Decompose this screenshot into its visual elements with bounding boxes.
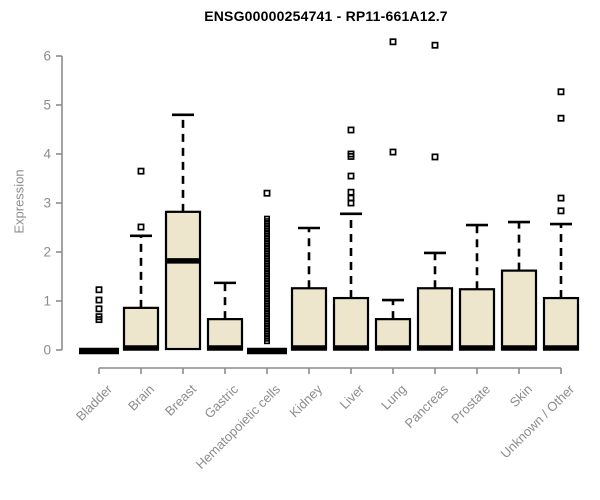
outlier-point [95,305,103,313]
x-tick-label: Skin [507,382,535,410]
outlier-point [431,153,439,161]
outlier-stack-point [263,215,270,222]
outlier-point [347,188,355,196]
box [164,210,202,351]
y-tick-label: 4 [43,147,51,162]
box [500,269,538,351]
outlier-point [431,41,439,49]
box [290,287,328,351]
x-tick-label: Unknown / Other [498,381,578,461]
outlier-point [347,172,355,180]
outlier-point [557,207,565,215]
outlier-point [347,150,355,158]
outlier-point [389,148,397,156]
x-tick-label: Liver [337,381,368,412]
x-tick-label: Lung [378,382,409,413]
outlier-point [95,313,103,321]
box [458,288,496,351]
outlier-point [137,223,145,231]
outlier-point [263,189,271,197]
outlier-point [137,167,145,175]
box [332,296,370,351]
outlier-point [347,194,355,202]
chart-title: ENSG00000254741 - RP11-661A12.7 [204,8,448,24]
x-tick-label: Kidney [286,381,325,420]
x-tick-label: Gastric [201,381,241,421]
outlier-point [95,296,103,304]
outlier-point [557,194,565,202]
box [374,318,412,351]
y-tick-label: 1 [43,294,51,309]
x-tick-label: Bladder [73,381,116,424]
y-tick-label: 2 [43,245,51,260]
outlier-point [347,126,355,134]
y-tick-label: 6 [43,49,51,64]
x-tick-label: Brain [125,382,157,414]
box [122,306,160,351]
box [542,296,580,351]
box [416,287,454,351]
outlier-point [389,38,397,46]
y-tick-label: 5 [43,98,51,113]
outlier-point [557,88,565,96]
y-tick-label: 0 [43,343,51,358]
outlier-point [557,114,565,122]
outlier-point [95,286,103,294]
box [206,318,244,351]
x-tick-label: Breast [162,381,199,418]
y-tick-label: 3 [43,196,51,211]
x-tick-label: Pancreas [402,381,452,431]
x-tick-label: Prostate [448,382,493,427]
